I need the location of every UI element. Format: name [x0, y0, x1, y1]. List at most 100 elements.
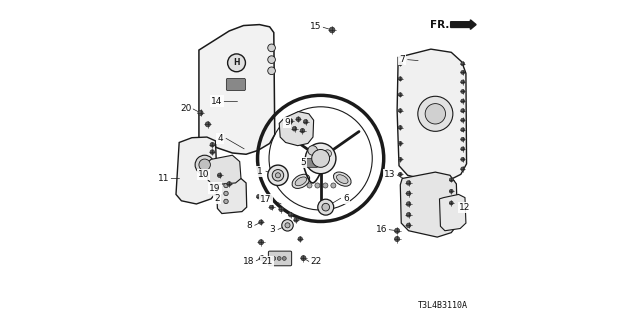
Text: 4: 4 [218, 134, 223, 143]
Circle shape [406, 212, 411, 217]
Polygon shape [279, 112, 314, 146]
Ellipse shape [292, 174, 310, 188]
Circle shape [425, 104, 445, 124]
Circle shape [461, 90, 465, 93]
Circle shape [282, 220, 293, 231]
Text: 12: 12 [459, 203, 470, 212]
Circle shape [224, 183, 228, 188]
Text: 14: 14 [211, 97, 223, 106]
Polygon shape [400, 172, 458, 237]
FancyArrow shape [451, 20, 476, 29]
Circle shape [461, 118, 465, 122]
Text: 6: 6 [344, 194, 349, 203]
Circle shape [298, 237, 303, 241]
Text: 15: 15 [310, 22, 322, 31]
Circle shape [329, 27, 335, 33]
Text: 11: 11 [158, 174, 170, 183]
Circle shape [272, 170, 284, 181]
Circle shape [282, 257, 286, 260]
Circle shape [406, 181, 411, 185]
Circle shape [289, 119, 293, 123]
Circle shape [406, 202, 411, 206]
Circle shape [398, 93, 402, 97]
FancyBboxPatch shape [305, 158, 318, 167]
Circle shape [461, 128, 465, 132]
Text: 20: 20 [180, 104, 192, 113]
Circle shape [449, 178, 453, 182]
Circle shape [398, 62, 402, 66]
Text: FR.: FR. [429, 20, 449, 29]
Circle shape [449, 189, 453, 193]
Text: 1: 1 [257, 167, 263, 176]
Circle shape [268, 44, 275, 52]
Circle shape [285, 223, 290, 228]
Circle shape [398, 141, 402, 145]
Circle shape [322, 203, 330, 211]
Text: 7: 7 [399, 55, 404, 64]
Circle shape [461, 80, 465, 84]
Polygon shape [176, 137, 218, 204]
Circle shape [461, 147, 465, 151]
Circle shape [406, 191, 411, 196]
Text: 21: 21 [261, 257, 273, 266]
Circle shape [218, 173, 222, 178]
Circle shape [461, 109, 465, 113]
Polygon shape [397, 49, 467, 182]
Ellipse shape [337, 175, 348, 183]
Circle shape [323, 183, 328, 188]
Circle shape [449, 201, 453, 205]
Circle shape [224, 191, 228, 196]
Text: 10: 10 [198, 170, 209, 179]
Circle shape [195, 155, 214, 174]
Circle shape [294, 218, 298, 222]
Polygon shape [199, 25, 275, 154]
Text: 17: 17 [260, 195, 271, 204]
Circle shape [312, 149, 330, 167]
Polygon shape [207, 155, 241, 185]
Ellipse shape [295, 177, 307, 186]
Circle shape [277, 257, 281, 260]
Text: 2: 2 [214, 194, 220, 203]
Circle shape [461, 167, 465, 171]
Circle shape [199, 159, 211, 171]
Circle shape [198, 110, 203, 116]
Circle shape [301, 256, 306, 261]
Circle shape [461, 62, 465, 66]
Text: 18: 18 [243, 257, 255, 266]
FancyBboxPatch shape [268, 251, 292, 266]
Circle shape [269, 205, 274, 209]
Polygon shape [440, 195, 466, 231]
Circle shape [398, 157, 402, 161]
Circle shape [318, 199, 333, 215]
Circle shape [224, 199, 228, 204]
Circle shape [296, 117, 301, 122]
Circle shape [268, 67, 275, 75]
Circle shape [210, 142, 214, 147]
Circle shape [398, 109, 402, 113]
Polygon shape [216, 179, 246, 213]
Text: 5: 5 [300, 158, 306, 167]
Circle shape [305, 143, 336, 174]
Text: 13: 13 [385, 170, 396, 179]
Text: 16: 16 [376, 225, 388, 234]
Circle shape [394, 228, 399, 233]
Circle shape [289, 212, 293, 217]
Text: T3L4B3110A: T3L4B3110A [418, 301, 468, 310]
Text: 8: 8 [246, 221, 252, 230]
Circle shape [228, 54, 246, 72]
Text: 22: 22 [310, 258, 321, 267]
Text: 3: 3 [269, 225, 275, 234]
Circle shape [406, 223, 411, 228]
Circle shape [259, 240, 264, 245]
Circle shape [205, 122, 211, 127]
FancyBboxPatch shape [227, 78, 246, 91]
Circle shape [300, 128, 305, 133]
Circle shape [315, 183, 320, 188]
Circle shape [324, 150, 332, 157]
Circle shape [275, 173, 280, 178]
Circle shape [461, 99, 465, 103]
Circle shape [259, 256, 264, 261]
Text: 19: 19 [209, 184, 221, 193]
Circle shape [461, 70, 465, 74]
Circle shape [268, 56, 275, 63]
